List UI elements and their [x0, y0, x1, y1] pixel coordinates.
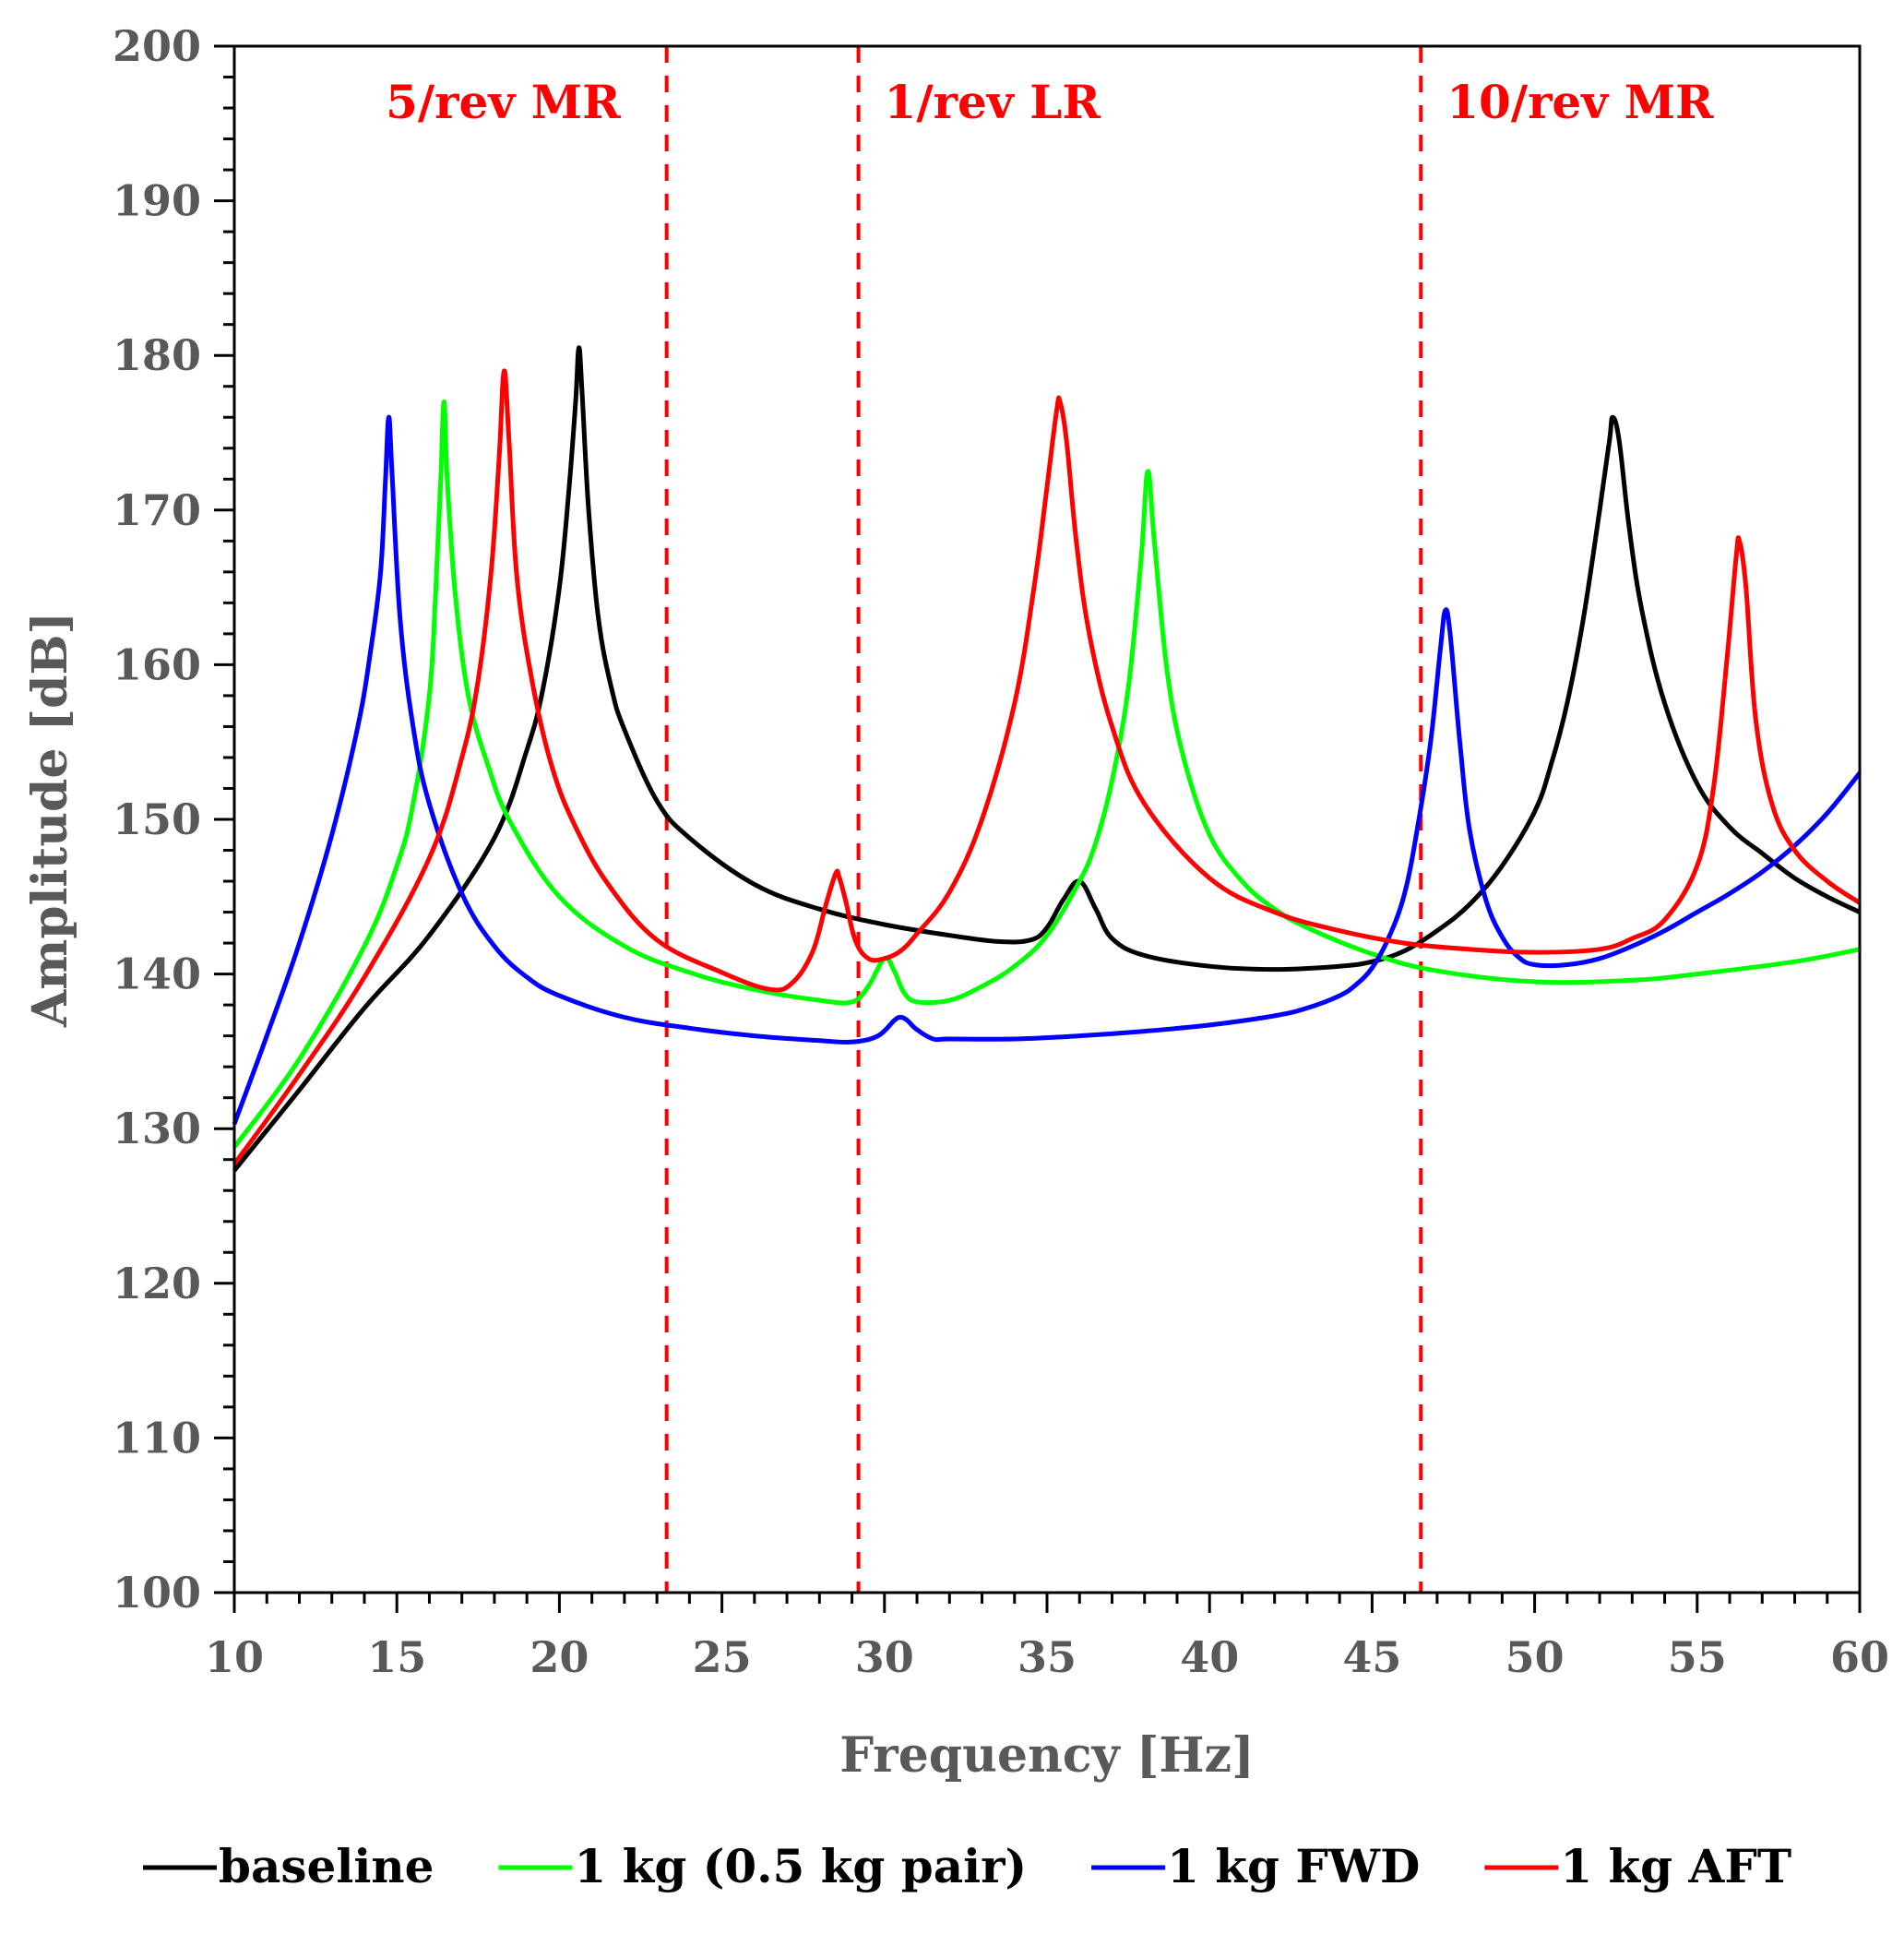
x-tick-label-30: 30 [855, 1632, 914, 1682]
legend-label-baseline: baseline [219, 1839, 434, 1893]
series-lines [232, 345, 1862, 1173]
series-line-1-kg-fwd [232, 414, 1862, 1126]
x-tick-label-25: 25 [693, 1632, 752, 1682]
plot-area-frame [232, 44, 1862, 1594]
axis-ticks [214, 44, 1862, 1613]
y-tick-label-170: 170 [113, 485, 201, 535]
y-tick-label-160: 160 [113, 639, 201, 689]
reference-lines [664, 46, 1423, 1593]
reference-annotations: 5/rev MR 1/rev LR 10/rev MR [386, 75, 1714, 129]
x-tick-label-20: 20 [530, 1632, 589, 1682]
y-tick-label-150: 150 [113, 794, 201, 844]
y-axis-title: Amplitude [dB] [22, 612, 78, 1028]
y-tick-label-180: 180 [113, 330, 201, 380]
annotation-10-rev-mr: 10/rev MR [1446, 75, 1714, 129]
y-tick-label-190: 190 [113, 176, 201, 226]
y-tick-label-120: 120 [113, 1259, 201, 1308]
legend-label-1-kg-0-5-kg-pair: 1 kg (0.5 kg pair) [574, 1839, 1027, 1893]
y-tick-label-140: 140 [113, 949, 201, 999]
series-line-1-kg-0-5-kg-pair [232, 400, 1861, 1149]
y-tick-label-130: 130 [113, 1104, 201, 1153]
y-tick-label-110: 110 [113, 1413, 201, 1462]
x-tick-label-45: 45 [1342, 1632, 1401, 1682]
x-tick-labels: 10 15 20 25 30 35 40 45 50 55 60 [205, 1632, 1889, 1682]
y-tick-label-100: 100 [113, 1568, 201, 1618]
x-tick-label-10: 10 [205, 1632, 264, 1682]
x-tick-label-55: 55 [1668, 1632, 1727, 1682]
x-tick-label-40: 40 [1180, 1632, 1239, 1682]
x-axis-title: Frequency [Hz] [839, 1727, 1254, 1784]
series-line-1-kg-aft [232, 368, 1862, 1166]
annotation-5-rev-mr: 5/rev MR [386, 75, 621, 129]
x-tick-label-15: 15 [367, 1632, 426, 1682]
x-tick-label-60: 60 [1830, 1632, 1889, 1682]
legend-label-1-kg-fwd: 1 kg FWD [1167, 1839, 1420, 1893]
annotation-1-rev-lr: 1/rev LR [885, 75, 1101, 129]
x-tick-label-35: 35 [1017, 1632, 1077, 1682]
legend: baseline 1 kg (0.5 kg pair) 1 kg FWD 1 kg A… [143, 1839, 1791, 1893]
y-tick-labels: 100 110 120 130 140 150 160 170 180 190 200 [113, 21, 201, 1618]
x-tick-label-50: 50 [1505, 1632, 1565, 1682]
legend-label-1-kg-aft: 1 kg AFT [1560, 1839, 1791, 1893]
y-tick-label-200: 200 [113, 21, 201, 71]
